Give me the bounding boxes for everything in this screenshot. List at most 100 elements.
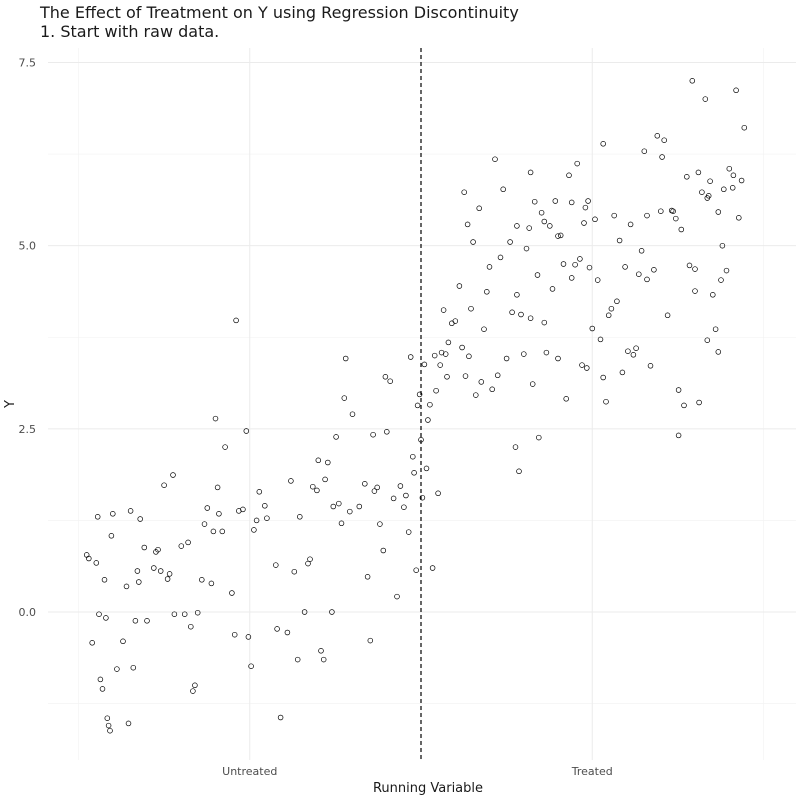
data-point bbox=[97, 676, 104, 683]
data-point bbox=[566, 172, 572, 179]
data-point bbox=[185, 539, 191, 546]
data-point bbox=[695, 169, 702, 176]
data-point bbox=[103, 615, 109, 621]
data-point bbox=[555, 233, 561, 239]
data-point bbox=[500, 186, 506, 193]
data-point bbox=[529, 381, 536, 387]
data-point bbox=[155, 546, 161, 553]
data-point bbox=[240, 506, 246, 513]
data-point bbox=[413, 567, 419, 573]
data-point bbox=[452, 318, 459, 324]
data-point bbox=[507, 239, 513, 245]
major-gridlines bbox=[48, 48, 796, 760]
data-point bbox=[101, 577, 108, 583]
data-point bbox=[256, 489, 263, 495]
data-point bbox=[96, 611, 102, 617]
data-point bbox=[181, 611, 188, 617]
data-point bbox=[468, 305, 474, 312]
data-point bbox=[318, 648, 324, 654]
data-point bbox=[188, 623, 194, 630]
data-point bbox=[137, 516, 143, 522]
data-point bbox=[431, 352, 438, 359]
data-point bbox=[692, 288, 698, 294]
data-point bbox=[585, 198, 591, 204]
data-point bbox=[201, 521, 208, 527]
data-point bbox=[456, 283, 463, 289]
data-point bbox=[619, 369, 626, 376]
data-point bbox=[322, 476, 328, 483]
data-point bbox=[494, 372, 501, 379]
data-point bbox=[362, 481, 368, 487]
data-point bbox=[291, 568, 298, 575]
data-point bbox=[262, 503, 268, 509]
data-point bbox=[547, 223, 553, 229]
data-point bbox=[294, 656, 301, 663]
data-point bbox=[212, 415, 219, 422]
data-point bbox=[251, 527, 257, 533]
data-point bbox=[658, 208, 664, 214]
data-point bbox=[310, 483, 316, 490]
data-point bbox=[277, 714, 284, 721]
data-point bbox=[715, 209, 722, 215]
data-point bbox=[470, 239, 476, 245]
data-point bbox=[574, 160, 580, 167]
data-point bbox=[214, 484, 221, 491]
data-point bbox=[405, 529, 412, 535]
data-point bbox=[86, 555, 92, 562]
data-point bbox=[134, 568, 141, 574]
data-point bbox=[305, 560, 311, 567]
data-point bbox=[437, 362, 443, 368]
data-point bbox=[410, 453, 416, 460]
data-point bbox=[107, 727, 113, 734]
data-point bbox=[738, 177, 745, 184]
data-point bbox=[592, 216, 598, 223]
data-point bbox=[462, 373, 469, 379]
data-point bbox=[141, 544, 148, 551]
x-tick-label: Treated bbox=[571, 765, 613, 778]
data-point bbox=[736, 215, 742, 221]
data-point bbox=[686, 262, 693, 269]
data-point bbox=[536, 434, 542, 441]
data-point bbox=[704, 337, 711, 343]
data-point bbox=[371, 488, 378, 494]
data-point bbox=[192, 682, 198, 689]
data-point bbox=[614, 298, 620, 305]
data-point bbox=[407, 354, 414, 360]
data-point bbox=[741, 124, 748, 131]
data-point bbox=[390, 495, 397, 502]
data-point bbox=[157, 568, 164, 574]
data-point bbox=[568, 199, 575, 206]
data-point bbox=[216, 511, 222, 517]
x-axis-label: Running Variable bbox=[373, 781, 483, 796]
data-point bbox=[123, 583, 130, 590]
data-point bbox=[638, 248, 645, 254]
data-point bbox=[486, 264, 493, 270]
data-point bbox=[382, 374, 389, 380]
chart-title: The Effect of Treatment on Y using Regre… bbox=[40, 3, 519, 22]
x-tick-labels: Untreated Treated bbox=[222, 765, 613, 778]
data-point bbox=[315, 457, 322, 464]
data-point bbox=[549, 286, 556, 292]
data-point bbox=[586, 264, 593, 271]
data-point bbox=[476, 205, 482, 212]
data-point bbox=[233, 317, 239, 324]
data-point bbox=[651, 267, 657, 273]
data-point bbox=[636, 271, 642, 277]
data-point bbox=[644, 276, 650, 283]
data-point bbox=[733, 87, 739, 94]
data-point bbox=[514, 223, 520, 229]
data-point bbox=[723, 267, 730, 274]
data-point bbox=[166, 571, 173, 577]
data-point bbox=[509, 309, 515, 316]
data-point bbox=[616, 237, 623, 244]
data-point bbox=[560, 261, 567, 267]
data-point bbox=[715, 349, 722, 355]
data-point bbox=[497, 254, 504, 261]
data-point bbox=[600, 374, 606, 381]
data-point bbox=[178, 543, 185, 549]
data-point bbox=[514, 292, 520, 298]
data-point bbox=[712, 326, 719, 332]
data-point bbox=[647, 363, 654, 369]
data-point bbox=[329, 609, 335, 615]
data-point bbox=[581, 220, 587, 226]
